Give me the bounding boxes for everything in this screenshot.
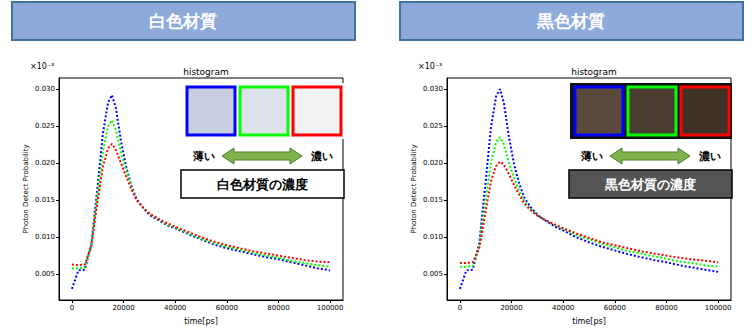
- svg-text:0.010: 0.010: [423, 233, 443, 241]
- svg-text:0.005: 0.005: [35, 270, 55, 278]
- svg-text:0.010: 0.010: [35, 233, 55, 241]
- svg-text:0.015: 0.015: [35, 196, 55, 204]
- svg-text:白色材質の濃度: 白色材質の濃度: [217, 177, 308, 192]
- svg-text:濃い: 濃い: [310, 150, 333, 163]
- svg-text:薄い: 薄い: [580, 150, 603, 163]
- svg-text:白色材質: 白色材質: [149, 11, 217, 31]
- svg-text:0: 0: [70, 304, 74, 312]
- svg-text:0.025: 0.025: [423, 122, 443, 130]
- svg-text:0.020: 0.020: [423, 159, 443, 167]
- svg-text:40000: 40000: [552, 304, 574, 312]
- svg-text:Photon Detect Probability: Photon Detect Probability: [410, 144, 418, 233]
- svg-text:0.020: 0.020: [35, 159, 55, 167]
- svg-text:0.015: 0.015: [423, 196, 443, 204]
- svg-text:80000: 80000: [655, 304, 677, 312]
- svg-text:20000: 20000: [500, 304, 522, 312]
- svg-text:time[ps]: time[ps]: [184, 317, 218, 326]
- svg-text:20000: 20000: [112, 304, 134, 312]
- svg-text:100000: 100000: [705, 304, 732, 312]
- svg-text:60000: 60000: [216, 304, 238, 312]
- svg-text:黒色材質: 黒色材質: [536, 11, 605, 31]
- svg-text:黒色材質の濃度: 黒色材質の濃度: [604, 177, 696, 192]
- svg-text:薄い: 薄い: [192, 150, 215, 163]
- svg-text:100000: 100000: [317, 304, 344, 312]
- svg-text:40000: 40000: [164, 304, 186, 312]
- svg-text:×10⁻³: ×10⁻³: [30, 62, 54, 71]
- svg-text:80000: 80000: [267, 304, 289, 312]
- svg-text:0.030: 0.030: [423, 85, 443, 93]
- svg-text:0.025: 0.025: [35, 122, 55, 130]
- svg-text:0: 0: [458, 304, 462, 312]
- svg-text:×10⁻³: ×10⁻³: [418, 62, 442, 71]
- svg-text:histogram: histogram: [571, 67, 617, 77]
- svg-text:histogram: histogram: [183, 67, 229, 77]
- svg-text:Photon Detect Probability: Photon Detect Probability: [22, 144, 30, 233]
- svg-text:0.030: 0.030: [35, 85, 55, 93]
- svg-text:time[ps]: time[ps]: [572, 317, 606, 326]
- svg-text:60000: 60000: [604, 304, 626, 312]
- svg-text:0.005: 0.005: [423, 270, 443, 278]
- svg-text:濃い: 濃い: [698, 150, 721, 163]
